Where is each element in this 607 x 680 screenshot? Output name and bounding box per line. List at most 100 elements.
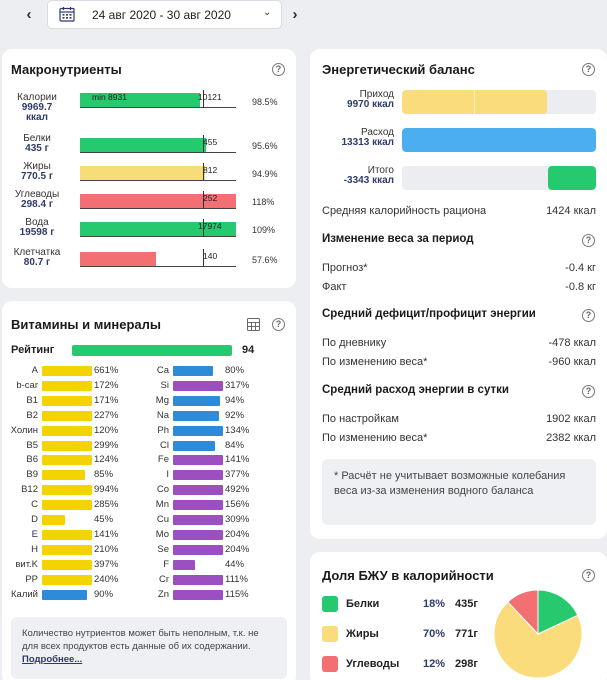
macro-name: Жиры [23,161,51,172]
target-tick [203,90,204,108]
vitamin-row: Na 92% [133,410,273,422]
total-row: Итого -3343 ккал [322,165,596,191]
vitamin-name: B1 [26,394,38,406]
vitamin-percent: 141% [94,528,119,540]
vitamin-percent: 45% [94,514,114,525]
energy-title: Энергетический баланс [322,62,475,77]
vitamin-percent: 994% [94,484,119,496]
vitamin-bar [173,589,223,600]
macro-axis-line [80,180,236,181]
vitamin-row: Co 492% [133,484,273,496]
by-weight-value: -960 ккал [548,356,596,368]
macro-axis-line [80,107,236,108]
vitamin-row: Zn 115% [133,589,273,601]
fact-value: -0.8 кг [565,281,596,293]
next-period-button[interactable]: › [292,6,298,23]
macro-bar [80,166,205,181]
macro-name: Белки [23,133,51,144]
vitamin-percent: 92% [225,409,245,421]
macro-track: 17974 [80,219,236,237]
calendar-icon [59,7,75,22]
target-tick [203,163,204,181]
macro-bar [80,222,236,237]
vitamin-row: Mo 204% [133,529,273,541]
vitamins-note-text: Количество нутриентов может быть неполны… [22,628,259,652]
macro-amount: 770.5 г [21,171,53,182]
deficit-help-icon[interactable]: ? [582,309,595,322]
table-icon[interactable] [247,318,260,331]
vitamin-percent: 317% [225,379,250,391]
vitamins-note: Количество нутриентов может быть неполны… [11,617,287,679]
expense-track [402,128,596,152]
energy-help-icon[interactable]: ? [582,63,595,76]
vitamins-help-icon[interactable]: ? [272,318,285,331]
vitamin-percent: 124% [94,454,119,466]
macronutrients-title: Макронутриенты [11,62,122,77]
vitamin-name: B12 [21,484,38,496]
vitamin-row: Mn 156% [133,499,273,511]
target-value: 252 [203,193,218,203]
deficit-title: Средний дефицит/профицит энергии [322,308,536,320]
vitamin-row: Холин 120% [2,425,142,437]
vitamin-name: H [31,543,38,555]
macro-axis-line [80,266,236,267]
weight-help-icon[interactable]: ? [582,234,595,247]
vitamin-name: Ph [157,424,169,436]
date-range-text: 24 авг 2020 - 30 авг 2020 [92,8,231,22]
macro-row: Белки 435 г 455 95.6% [2,131,292,159]
vitamin-name: Na [156,409,169,421]
vitamin-bar [42,425,92,436]
by-diary-value: -478 ккал [548,337,596,349]
min-value: min 8931 [92,92,127,102]
vitamin-row: I 377% [133,469,273,481]
avg-calories-label: Средняя калорийность рациона [322,205,487,217]
date-range-select[interactable]: 24 авг 2020 - 30 авг 2020 ⌄ [47,0,282,29]
top-toolbar: ‹ 24 авг 2020 - 30 авг 2020 ⌄ › [0,0,607,36]
income-row: Приход 9970 ккал [322,89,596,115]
income-track [402,90,596,114]
legend-swatch [322,626,338,642]
macro-track: 812 [80,163,236,181]
fact-label: Факт [322,281,347,293]
macro-percent: 118% [252,197,275,207]
bju-legend-row: Белки 18% 435г [322,596,482,614]
target-tick [203,249,204,267]
vitamin-name: F [163,558,169,570]
vitamin-bar [173,559,195,570]
macros-help-icon[interactable]: ? [272,63,285,76]
more-link[interactable]: Подробнее... [22,654,83,665]
vitamin-bar [173,485,223,496]
macro-percent: 57.6% [252,255,278,265]
vitamin-bar [173,455,223,466]
legend-grams: 435г [455,598,478,610]
vitamin-row: вит.K 397% [2,559,142,571]
vitamin-row: Ph 134% [133,425,273,437]
vitamin-name: B5 [26,439,38,451]
vitamin-name: Mo [155,528,169,540]
macro-bar [80,93,200,108]
vitamin-row: A 661% [2,365,142,377]
vitamin-name: C [31,499,38,511]
prev-period-button[interactable]: ‹ [26,6,32,23]
bju-help-icon[interactable]: ? [582,569,595,582]
macro-row: Вода 19598 г 17974 109% [2,215,292,243]
macro-percent: 95.6% [252,141,278,151]
income-label: Приход 9970 ккал [347,89,394,110]
legend-swatch [322,656,338,672]
target-value: 812 [203,165,218,175]
vitamin-row: D 45% [2,514,142,526]
vitamin-row: PP 240% [2,574,142,586]
avg-calories-value: 1424 ккал [546,205,596,217]
by-weight2-label: По изменению веса* [322,432,428,444]
vitamin-bar [42,470,85,481]
vitamin-row: Cl 84% [133,440,273,452]
daily-help-icon[interactable]: ? [582,385,595,398]
macro-row: Клетчатка 80.7 г 140 57.6% [2,245,292,273]
vitamin-percent: 299% [94,439,119,451]
total-track [402,166,596,190]
vitamin-percent: 111% [225,573,248,585]
vitamin-bar [42,500,92,511]
vitamin-bar [42,589,87,600]
vitamin-percent: 210% [94,543,119,555]
vitamin-name: Cl [160,439,169,451]
